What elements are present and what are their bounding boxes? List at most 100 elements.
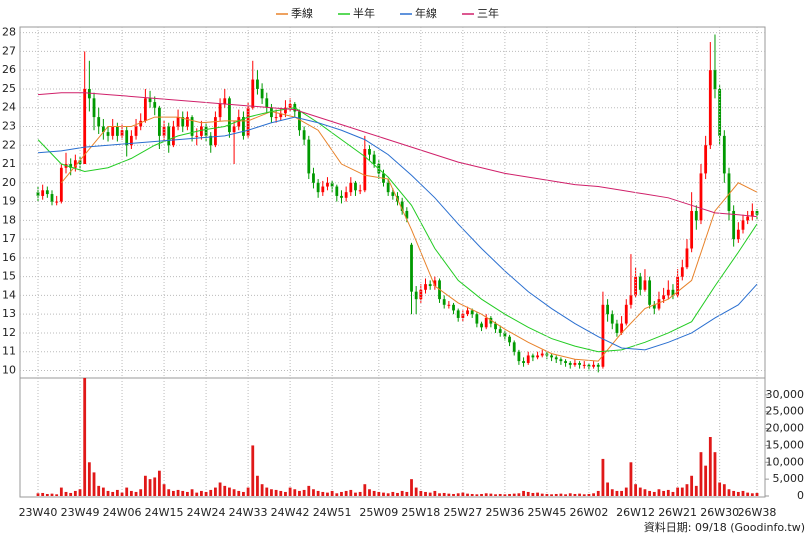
x-tick-label: 26W21: [658, 506, 697, 519]
candle-body: [741, 220, 745, 230]
candle-body: [171, 126, 175, 146]
legend-label: 半年: [353, 6, 375, 20]
volume-bar: [129, 490, 133, 496]
candle-body: [615, 323, 619, 333]
volume-bar: [508, 493, 511, 496]
candle-body: [400, 201, 404, 211]
x-tick-label: 24W51: [313, 506, 352, 519]
volume-bar: [228, 487, 231, 496]
volume-bar: [195, 492, 199, 496]
candle-body: [358, 190, 362, 192]
volume-bar: [708, 437, 712, 496]
candle-body: [237, 117, 241, 127]
candle-body: [540, 353, 544, 356]
volume-bar: [284, 491, 287, 496]
volume-bar: [466, 493, 469, 496]
candle-body: [498, 329, 502, 333]
x-tick-label: 26W38: [738, 506, 777, 519]
x-tick-label: 25W09: [359, 506, 398, 519]
candle-body: [414, 291, 418, 300]
volume-bar: [330, 490, 334, 496]
volume-bar: [302, 489, 306, 496]
candle-body: [447, 304, 451, 306]
volume-bar: [349, 489, 353, 496]
candle-body: [111, 126, 115, 136]
candle-body: [732, 210, 736, 240]
y2-tick-label: 25,000: [766, 405, 805, 418]
candle-body: [274, 117, 278, 119]
volume-bar: [111, 491, 115, 496]
candle-body: [251, 79, 255, 108]
candle-body: [176, 117, 180, 127]
candle-body: [298, 111, 301, 131]
candle-body: [587, 364, 591, 367]
candle-body: [181, 117, 185, 127]
candle-body: [125, 130, 129, 146]
candle-body: [718, 88, 722, 136]
volume-bar: [526, 491, 530, 496]
y-tick-label: 16: [2, 251, 16, 264]
volume-bar: [386, 493, 390, 496]
candle-body: [573, 362, 577, 365]
x-tick-label: 23W49: [61, 506, 100, 519]
volume-bar: [50, 493, 54, 496]
volume-bar: [713, 452, 717, 496]
volume-bar: [186, 491, 189, 496]
candle-body: [512, 342, 516, 352]
candle-body: [466, 310, 469, 315]
ma-line: [60, 110, 758, 362]
volume-bar: [218, 482, 222, 496]
candle-body: [685, 248, 689, 268]
volume-bar: [545, 493, 549, 496]
volume-bar: [750, 493, 754, 496]
volume-bar: [699, 452, 703, 496]
volume-bar: [232, 489, 236, 496]
candle-body: [475, 314, 479, 324]
y2-tick-label: 10,000: [766, 455, 805, 468]
volume-bar: [564, 494, 567, 496]
candle-body: [190, 117, 194, 136]
volume-bar: [540, 493, 544, 496]
legend-label: 三年: [477, 6, 499, 20]
candle-body: [662, 295, 666, 300]
candle-body: [167, 126, 171, 146]
candle-body: [601, 304, 605, 367]
volume-bar: [620, 490, 624, 496]
volume-bar: [512, 493, 516, 496]
volume-bar: [176, 489, 180, 496]
candle-body: [582, 364, 586, 366]
candle-body: [195, 135, 199, 137]
y-tick-label: 18: [2, 213, 16, 226]
volume-bar: [517, 493, 521, 496]
candle-body: [638, 276, 642, 290]
volume-bar: [722, 484, 726, 496]
y2-tick-label: 15,000: [766, 438, 805, 451]
candle-body: [354, 182, 357, 191]
candle-body: [153, 102, 157, 108]
volume-bar: [657, 489, 661, 496]
volume-bar: [73, 490, 77, 496]
candle-body: [204, 126, 208, 136]
volume-bar: [265, 487, 269, 496]
candle-body: [83, 88, 87, 165]
volume-bar: [340, 491, 343, 496]
candle-body: [97, 117, 101, 127]
y-tick-label: 13: [2, 307, 16, 320]
candle-body: [494, 323, 497, 330]
volume-bar: [592, 493, 595, 496]
candle-body: [321, 186, 325, 193]
candle-body: [750, 210, 754, 217]
volume-bar: [610, 489, 614, 496]
candle-body: [480, 323, 483, 328]
candle-body: [312, 173, 315, 183]
candle-body: [559, 359, 563, 362]
candle-body: [470, 310, 474, 315]
candle-body: [129, 135, 133, 146]
y-tick-label: 22: [2, 138, 16, 151]
volume-bar: [704, 465, 708, 496]
volume-bar: [274, 489, 278, 496]
candle-body: [344, 192, 348, 198]
x-tick-label: 26W12: [616, 506, 655, 519]
volume-bar: [256, 475, 259, 496]
